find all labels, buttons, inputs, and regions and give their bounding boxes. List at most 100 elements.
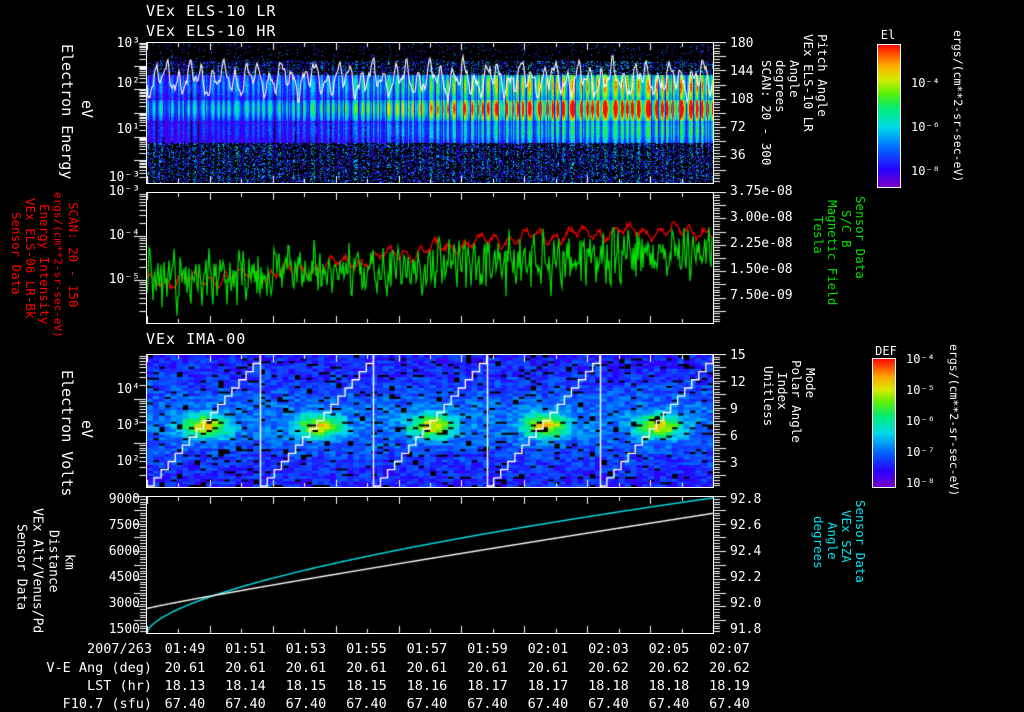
panel3-title: VEx IMA-00 [146,330,247,348]
table-cell-r2-c9: 18.19 [709,678,750,694]
panel3-ytick-right-4: 3 [730,456,738,471]
panel2-right-axis-l3: Tesla [811,216,827,254]
table-cell-r1-c2: 20.61 [285,660,327,676]
table-cell-r3-c2: 67.40 [285,696,327,712]
panel1-left-axis-units: eV [77,100,96,119]
table-cell-r2-c7: 18.18 [588,678,629,694]
panel1-right-axis-l0: Pitch Angle [815,34,831,117]
panel4-ytick-5: 1500 [108,622,140,637]
panel4-right-axis-l0: Sensor Data [853,500,869,583]
panel4-left-minor-ticks [134,496,146,634]
table-cell-r0-c0: 01:49 [164,641,206,657]
panel3-ytick-right-1: 12 [730,375,746,390]
panel1-ytick-right-4: 36 [730,148,746,163]
panel3-colorbar-tick-0: 10⁻⁴ [906,352,935,366]
table-cell-r0-c9: 02:07 [709,641,750,657]
panel3-right-axis-l3: Unitless [761,366,777,427]
table-cell-r1-c6: 20.61 [527,660,569,676]
panel2-ytick-right-1: 3.00e-08 [730,210,793,225]
table-cell-r0-c3: 01:55 [346,641,387,657]
panel3-colorbar-units: ergs/(cm**2-sr-sec-eV) [947,344,962,497]
panel4-right-axis-l3: degrees [811,516,827,569]
table-cell-r2-c3: 18.15 [346,678,387,694]
panel3-ytick-right-3: 6 [730,429,738,444]
table-row-label-1: V-E Ang (deg) [46,660,152,676]
panel3-right-axis-l2: Index [775,372,791,410]
panel4-ytick-1: 7500 [108,518,140,533]
panel3-left-axis-label: Electron Volts [57,370,76,497]
panel2-ytick-right-4: 7.50e-09 [730,288,793,303]
panel2-left-axis-l4: SCAN: 20 - 150 [66,202,82,308]
panel4-ytick-right-5: 91.8 [730,622,762,637]
table-cell-r1-c9: 20.62 [709,660,750,676]
panel2-right-axis-l1: S/C B [839,210,855,248]
panel1-ytick-2: 10¹ [116,122,140,137]
panel1-ytick-right-2: 108 [730,92,754,107]
panel4-ytick-right-2: 92.4 [730,544,762,559]
table-cell-r3-c3: 67.40 [346,696,387,712]
table-cell-r0-c2: 01:53 [285,641,327,657]
table-cell-r1-c5: 20.61 [467,660,508,676]
table-cell-r2-c1: 18.14 [225,678,266,694]
panel3-colorbar-tick-4: 10⁻⁸ [906,476,935,490]
panel3-left-axis-units: eV [77,420,96,439]
table-cell-r0-c8: 02:05 [648,641,690,657]
table-cell-r3-c1: 67.40 [225,696,266,712]
table-cell-r2-c4: 18.16 [406,678,448,694]
table-cell-r2-c0: 18.13 [164,678,206,694]
table-cell-r3-c7: 67.40 [588,696,629,712]
panel4-left-axis-l0: Sensor Data [13,524,29,611]
panel2-left-axis-l0: Sensor Data [9,212,25,295]
panel1-ytick-right-0: 180 [730,36,754,51]
table-cell-r0-c5: 01:59 [467,641,508,657]
table-cell-r1-c1: 20.61 [225,660,266,676]
panel4-ytick-right-0: 92.8 [730,492,762,507]
table-cell-r3-c0: 67.40 [164,696,206,712]
panel4-ytick-4: 3000 [108,596,140,611]
table-cell-r3-c4: 67.40 [406,696,448,712]
table-row-label-0: 2007/263 [86,641,152,657]
panel4-ytick-0: 9000 [108,492,140,507]
panel4-plot-area[interactable] [146,496,714,634]
panel1-plot-area[interactable] [146,42,714,184]
panel2-ytick-right-0: 3.75e-08 [730,184,793,199]
panel1-right-axis-l4: SCAN: 20 - 300 [759,60,775,166]
panel1-colorbar-tick-1: 10⁻⁶ [911,120,940,134]
table-cell-r1-c3: 20.61 [346,660,387,676]
panel1-left-axis-label: Electron Energy [57,44,76,180]
panel3-colorbar-tick-3: 10⁻⁷ [906,445,935,459]
panel4-left-axis-l1: VEx Alt/Venus/Pd [29,508,45,634]
table-cell-r0-c1: 01:51 [225,641,266,657]
table-row-label-2: LST (hr) [86,678,152,694]
panel4-right-axis-l1: VEx SZA [839,510,855,563]
panel1-ytick-right-1: 144 [730,64,754,79]
panel3-plot-area[interactable] [146,354,714,488]
x-tickmarks [147,497,713,633]
panel1-colorbar-tick-0: 10⁻⁴ [911,76,940,90]
table-cell-r0-c7: 02:03 [588,641,629,657]
panel1-colorbar-ticks [900,43,910,187]
table-cell-r2-c8: 18.18 [648,678,690,694]
table-cell-r3-c9: 67.40 [709,696,750,712]
panel1-left-minor-ticks [134,42,146,184]
panel1-colorbar-tick-2: 10⁻⁸ [911,164,940,178]
table-cell-r3-c8: 67.40 [648,696,690,712]
table-cell-r0-c6: 02:01 [527,641,569,657]
panel3-right-axis-l1: Polar Angle [789,360,805,443]
panel2-ytick-1: 10⁻⁴ [108,228,140,243]
panel2-ytick-right-3: 1.50e-08 [730,262,793,277]
table-cell-r2-c5: 18.17 [467,678,508,694]
panel1-ytick-right-3: 72 [730,120,746,135]
panel4-ytick-right-4: 92.0 [730,596,762,611]
panel2-left-axis-l2: Energy Intensity [37,204,53,325]
panel1-right-axis-l3: degrees [773,60,789,113]
panel1-colorbar [877,44,901,188]
table-cell-r1-c0: 20.61 [164,660,206,676]
panel1-colorbar-title: El [880,28,896,42]
panel3-colorbar-ticks [895,357,905,487]
panel1-right-axis-l2: Angle [787,60,803,98]
panel3-right-minor-ticks [714,354,726,488]
panel4-left-axis-l2: Distance [45,530,61,593]
panel2-plot-area[interactable] [146,192,714,324]
x-tickmarks [147,355,713,487]
